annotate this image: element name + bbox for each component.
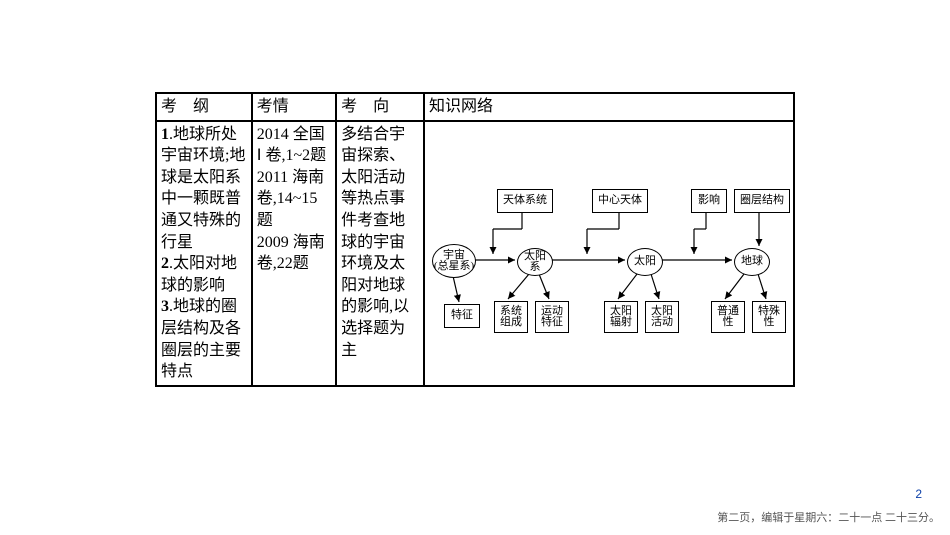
box-yingxiang: 影响: [691, 189, 727, 213]
box-yundong: 运动 特征: [535, 301, 569, 333]
page-number: 2: [915, 487, 922, 501]
item-num-2: 2: [161, 255, 169, 272]
header-kaoqing: 考情: [252, 93, 336, 121]
main-table: 考 纲 考情 考 向 知识网络 1.地球所处宇宙环境;地球是太阳系中一颗既普通又…: [155, 92, 795, 387]
slide-content: 考 纲 考情 考 向 知识网络 1.地球所处宇宙环境;地球是太阳系中一颗既普通又…: [155, 92, 795, 387]
box-tezheng: 特征: [444, 304, 480, 328]
node-universe: 宇宙 (总星系): [432, 244, 476, 278]
cell-kaogang: 1.地球所处宇宙环境;地球是太阳系中一颗既普通又特殊的行星 2.太阳对地球的影响…: [156, 121, 252, 386]
header-row: 考 纲 考情 考 向 知识网络: [156, 93, 794, 121]
header-kaogang: 考 纲: [156, 93, 252, 121]
header-zhishi: 知识网络: [424, 93, 794, 121]
box-quanceng: 圈层结构: [734, 189, 790, 213]
box-xitong: 系统 组成: [494, 301, 528, 333]
item-num-3: 3: [161, 298, 169, 315]
box-zhongxin: 中心天体: [592, 189, 648, 213]
knowledge-diagram: 宇宙 (总星系) 太阳 系 太阳 地球 天体系统 中心天体 影响圈层结构特征系统 组成运动 …: [429, 169, 789, 349]
cell-kaoxiang: 多结合宇宙探索、太阳活动等热点事件考查地球的宇宙环境及太阳对地球的影响,以选择题…: [336, 121, 424, 386]
content-row: 1.地球所处宇宙环境;地球是太阳系中一颗既普通又特殊的行星 2.太阳对地球的影响…: [156, 121, 794, 386]
box-teshu: 特殊 性: [752, 301, 786, 333]
node-sun: 太阳: [627, 248, 663, 276]
cell-diagram: 宇宙 (总星系) 太阳 系 太阳 地球 天体系统 中心天体 影响圈层结构特征系统 组成运动 …: [424, 121, 794, 386]
box-fushe: 太阳 辐射: [604, 301, 638, 333]
cell-kaoqing: 2014 全国 Ⅰ 卷,1~2题 2011 海南卷,14~15题 2009 海南…: [252, 121, 336, 386]
header-kaoxiang: 考 向: [336, 93, 424, 121]
box-putong: 普通 性: [711, 301, 745, 333]
box-huodong: 太阳 活动: [645, 301, 679, 333]
node-earth: 地球: [734, 248, 770, 276]
item-num-1: 1: [161, 126, 169, 143]
node-solar: 太阳 系: [517, 248, 553, 276]
box-tianti: 天体系统: [497, 189, 553, 213]
footer-text: 第二页，编辑于星期六：二十一点 二十三分。: [717, 509, 940, 525]
item-text-1: .地球所处宇宙环境;地球是太阳系中一颗既普通又特殊的行星: [161, 126, 245, 251]
item-text-2: .太阳对地球的影响: [161, 255, 237, 294]
item-text-3: .地球的圈层结构及各圈层的主要特点: [161, 298, 241, 380]
